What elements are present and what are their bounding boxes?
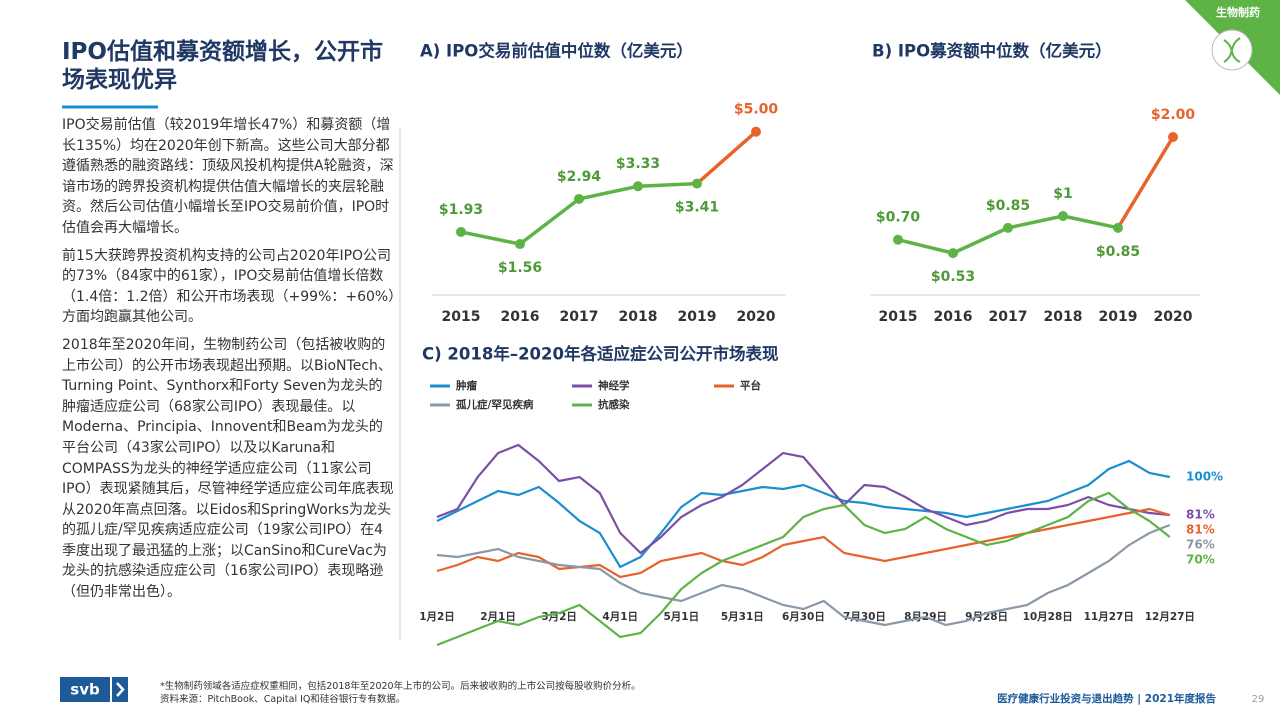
legend-label: 孤儿症/罕见疾病 — [456, 398, 534, 411]
point — [1113, 222, 1123, 233]
x-tick-label: 11月27日 — [1084, 611, 1134, 623]
line-segment — [1007, 214, 1064, 230]
value-label: $0.85 — [1096, 244, 1140, 260]
value-label: $0.53 — [931, 269, 975, 285]
x-tick-label: 2016 — [934, 309, 973, 325]
x-tick-label: 5月1日 — [663, 611, 699, 623]
chart-title: C) 2018年–2020年各适应症公司公开市场表现 — [422, 344, 779, 364]
page-title: IPO估值和募资额增长，公开市场表现优异 — [62, 39, 383, 93]
value-label: $2.94 — [557, 169, 602, 185]
x-tick-label: 2017 — [560, 309, 599, 325]
x-tick-label: 2018 — [619, 309, 658, 325]
series-line — [436, 459, 1171, 569]
x-tick-label: 6月30日 — [782, 611, 825, 623]
line-segment — [637, 181, 698, 188]
x-tick-label: 10月28日 — [1023, 611, 1073, 623]
body-text: IPO交易前估值（较2019年增长47%）和募资额（增长135%）均在2020年… — [62, 115, 396, 610]
end-label: 70% — [1186, 553, 1215, 567]
note: 资料来源：PitchBook、Capital IQ和硅谷银行专有数据。 — [160, 694, 406, 705]
x-tick-label: 2015 — [442, 309, 481, 325]
value-label: $3.41 — [675, 200, 719, 216]
x-tick-label: 2015 — [879, 309, 918, 325]
line-segment — [695, 130, 758, 185]
point — [692, 178, 702, 189]
end-label: 100% — [1186, 470, 1223, 484]
series-line — [436, 443, 1170, 555]
value-label: $3.33 — [616, 156, 660, 172]
value-label: $0.70 — [876, 210, 921, 226]
line-segment — [1062, 214, 1119, 230]
note: *生物制药领域各适应症权重相同，包括2018年至2020年上市的公司。后来被收购… — [160, 681, 641, 692]
end-label: 81% — [1186, 508, 1215, 522]
x-tick-label: 2月1日 — [480, 611, 516, 623]
x-tick-label: 1月2日 — [419, 611, 455, 623]
footer-text: 医疗健康行业投资与退出趋势 | 2021年度报告 — [997, 692, 1216, 705]
x-tick-label: 2017 — [989, 309, 1028, 325]
logo-arrow-box — [112, 677, 128, 702]
x-tick-label: 5月31日 — [721, 611, 764, 623]
x-tick-label: 12月27日 — [1145, 611, 1195, 623]
x-tick-label: 2016 — [501, 309, 540, 325]
chart-title: B) IPO募资额中位数（亿美元） — [872, 41, 1112, 61]
value-label: $1.93 — [439, 202, 483, 218]
x-tick-label: 9月28日 — [965, 611, 1008, 623]
point — [893, 234, 903, 245]
point — [1003, 222, 1013, 233]
point — [515, 239, 525, 250]
x-tick-label: 2020 — [737, 309, 776, 325]
series-line — [436, 491, 1171, 647]
legend-label: 抗感染 — [598, 398, 630, 411]
line-segment — [897, 237, 954, 255]
end-label: 81% — [1186, 523, 1215, 537]
page-number: 29 — [1252, 694, 1265, 705]
paragraph: 前15大获跨界投资机构支持的公司占2020年IPO公司的73%（84家中的61家… — [62, 247, 396, 326]
series-line — [436, 507, 1171, 579]
badge-text: 生物制药 — [1216, 5, 1260, 19]
legend-label: 平台 — [740, 379, 761, 392]
point — [948, 248, 958, 259]
value-label: $5.00 — [734, 102, 779, 118]
point — [751, 126, 761, 137]
line-segment — [518, 197, 581, 246]
value-label: $1.56 — [498, 260, 542, 276]
point — [1168, 132, 1178, 142]
value-label: $2.00 — [1151, 107, 1196, 123]
point — [456, 226, 466, 237]
line-segment — [460, 230, 521, 246]
point — [633, 181, 643, 192]
value-label: $1 — [1053, 186, 1072, 202]
x-tick-label: 2019 — [678, 309, 717, 325]
line-segment — [952, 226, 1009, 255]
badge-icon-helix — [1223, 37, 1241, 63]
logo-box — [60, 677, 110, 702]
line-segment — [578, 184, 639, 201]
end-label: 76% — [1186, 538, 1215, 552]
value-label: $0.85 — [986, 198, 1030, 214]
x-tick-label: 2020 — [1154, 309, 1193, 325]
x-tick-label: 2018 — [1044, 309, 1083, 325]
point — [574, 193, 584, 204]
legend-label: 神经学 — [598, 379, 630, 392]
paragraph: IPO交易前估值（较2019年增长47%）和募资额（增长135%）均在2020年… — [62, 117, 394, 236]
legend-label: 肿瘤 — [456, 379, 477, 392]
paragraph: 2018年至2020年间，生物制药公司（包括被收购的上市公司）的公开市场表现超出… — [62, 336, 394, 601]
series-line — [436, 523, 1171, 627]
chart-title: A) IPO交易前估值中位数（亿美元） — [420, 41, 693, 61]
x-tick-label: 4月1日 — [602, 611, 638, 623]
x-tick-label: 2019 — [1099, 309, 1138, 325]
logo-text: svb — [70, 681, 100, 699]
point — [1058, 211, 1068, 221]
line-segment — [1116, 136, 1175, 229]
logo-arrow — [116, 682, 125, 697]
